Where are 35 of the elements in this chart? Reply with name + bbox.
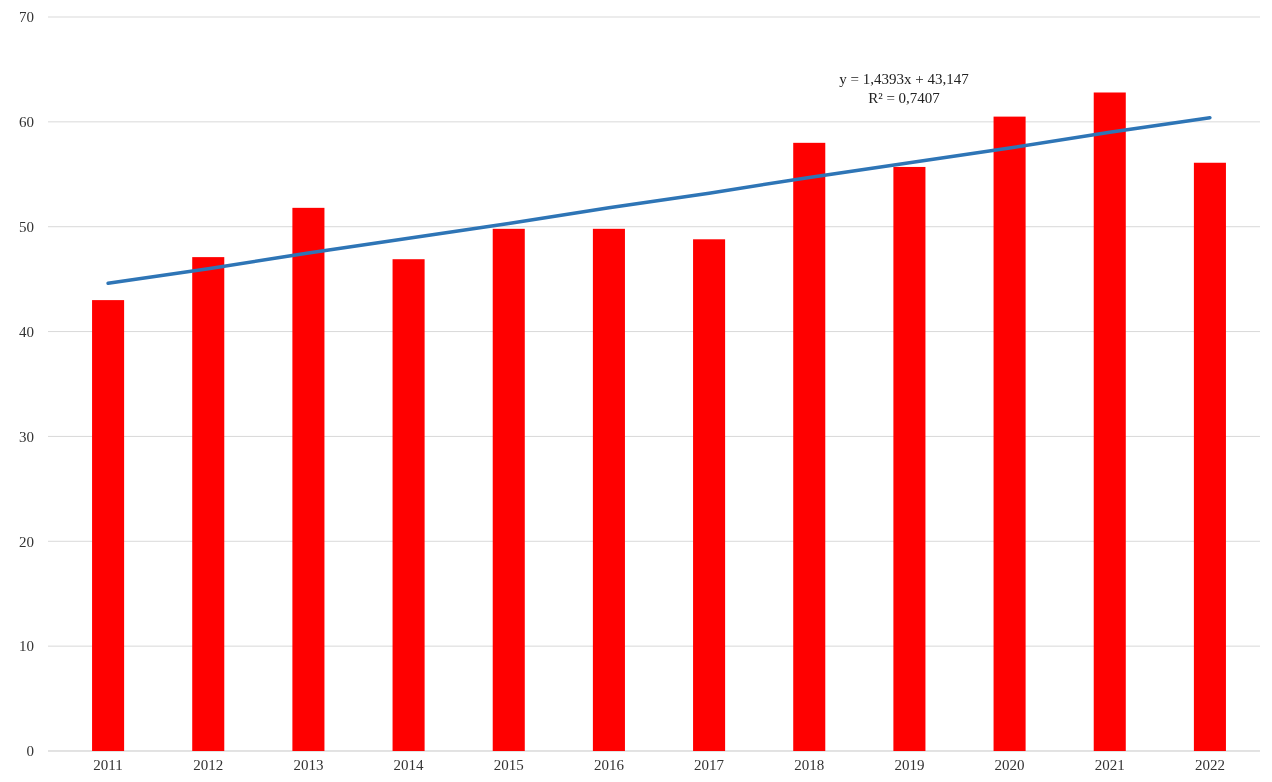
x-tick-label: 2021	[1094, 756, 1125, 773]
bar	[592, 228, 625, 751]
bar	[1093, 92, 1126, 751]
y-tick-label: 20	[19, 533, 34, 550]
y-tick-label: 40	[19, 323, 34, 340]
x-tick-label: 2012	[193, 756, 224, 773]
y-tick-label: 70	[19, 9, 34, 26]
x-tick-label: 2013	[293, 756, 324, 773]
x-tick-label: 2018	[794, 756, 825, 773]
x-tick-label: 2019	[894, 756, 925, 773]
x-tick-label: 2011	[93, 756, 123, 773]
annotation: R² = 0,7407	[868, 90, 941, 106]
bar	[292, 207, 325, 751]
bar	[192, 257, 225, 751]
bar	[993, 116, 1026, 751]
x-tick-label: 2014	[393, 756, 425, 773]
y-tick-label: 60	[19, 114, 34, 131]
x-tick-label: 2020	[994, 756, 1025, 773]
bar	[693, 239, 726, 751]
y-tick-label: 10	[19, 638, 34, 655]
bar	[392, 259, 425, 751]
bar	[92, 300, 125, 751]
bar	[793, 142, 826, 751]
line-series	[106, 115, 1212, 286]
y-tick-label: 50	[19, 219, 34, 236]
bar	[1193, 162, 1226, 751]
y-tick-label: 30	[19, 428, 34, 445]
y-tick-label: 0	[26, 743, 34, 760]
x-tick-label: 2022	[1194, 756, 1225, 773]
x-tick-label: 2015	[493, 756, 524, 773]
bar	[893, 166, 926, 751]
bar	[492, 228, 525, 751]
x-tick-label: 2017	[694, 756, 725, 773]
annotation: y = 1,4393x + 43,147	[839, 71, 970, 87]
x-tick-label: 2016	[593, 756, 625, 773]
